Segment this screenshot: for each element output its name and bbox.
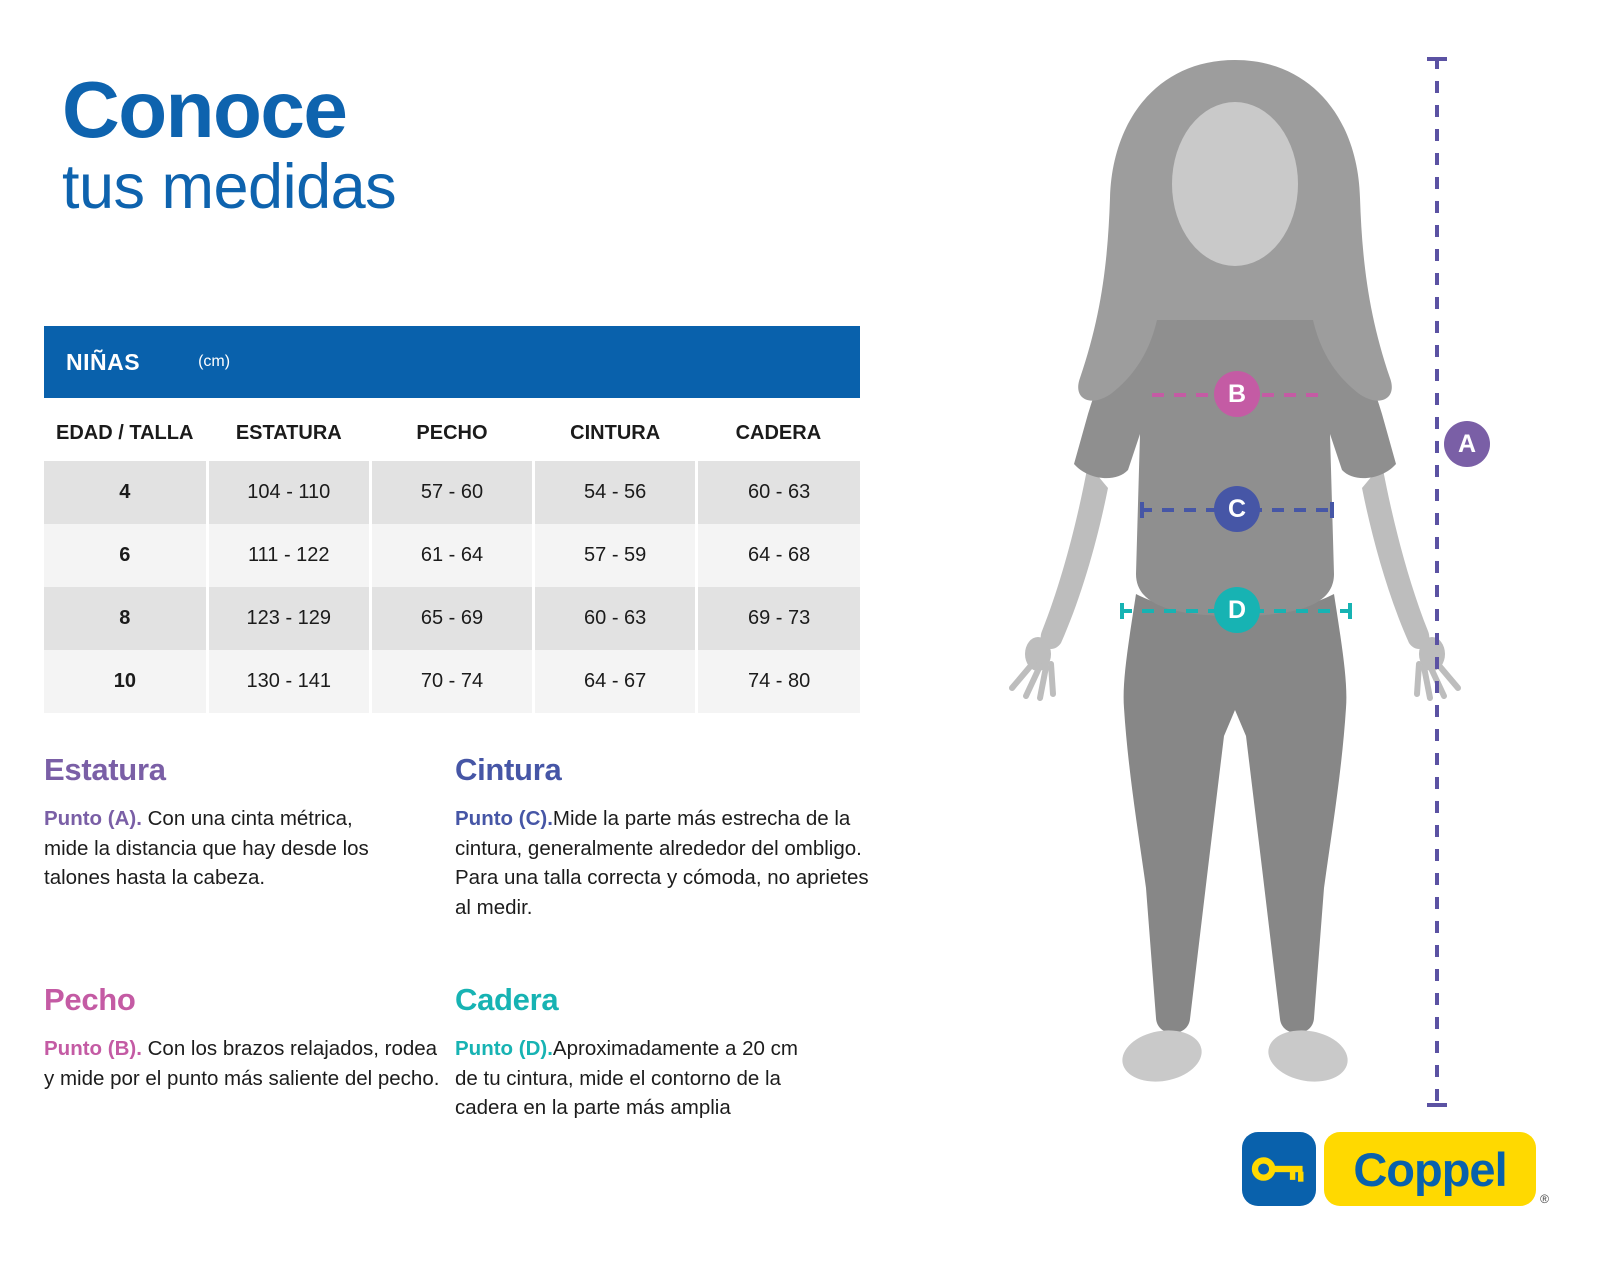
column-header-edad-talla: EDAD / TALLA [44, 398, 208, 461]
point-b-label: Punto (B). [44, 1037, 142, 1060]
column-header-cintura: CINTURA [533, 398, 697, 461]
cell-estatura: 104 - 110 [205, 461, 372, 524]
point-a-label: Punto (A). [44, 807, 142, 830]
page-title: Conoce tus medidas [62, 65, 397, 223]
column-header-pecho: PECHO [370, 398, 534, 461]
table-header-row: EDAD / TALLA ESTATURA PECHO CINTURA CADE… [44, 398, 860, 461]
section-cadera: Cadera Punto (D).Aproximadamente a 20 cm… [455, 982, 811, 1123]
section-cadera-title: Cadera [455, 982, 559, 1017]
table-row: 10 130 - 141 70 - 74 64 - 67 74 - 80 [44, 650, 860, 713]
point-d-marker: D [1214, 587, 1260, 633]
table-header-band: NIÑAS (cm) [44, 326, 860, 398]
estatura-description: Con una cinta métrica, mide la distancia… [44, 807, 369, 890]
pecho-description: Con los brazos relajados, rodea y mide p… [44, 1037, 440, 1090]
column-header-estatura: ESTATURA [207, 398, 371, 461]
table-row: 8 123 - 129 65 - 69 60 - 63 69 - 73 [44, 587, 860, 650]
table-row: 4 104 - 110 57 - 60 54 - 56 60 - 63 [44, 461, 860, 524]
cell-pecho: 57 - 60 [368, 461, 536, 524]
cell-estatura: 111 - 122 [205, 524, 372, 587]
girl-silhouette-figure [950, 46, 1520, 1156]
left-foot [1122, 1030, 1202, 1082]
coppel-wordmark: Coppel [1353, 1142, 1507, 1196]
face [1172, 102, 1298, 266]
cell-cintura: 60 - 63 [532, 587, 699, 650]
section-pecho-title: Pecho [44, 982, 136, 1017]
coppel-wordmark-box: Coppel ® [1324, 1132, 1549, 1206]
cell-talla: 8 [44, 587, 209, 650]
point-a-marker: A [1444, 421, 1490, 467]
cell-cadera: 74 - 80 [695, 650, 860, 713]
section-cintura-text: Punto (C).Mide la parte más estrecha de … [455, 804, 883, 922]
section-cadera-text: Punto (D).Aproximadamente a 20 cm de tu … [455, 1034, 811, 1123]
cell-talla: 4 [44, 461, 209, 524]
cell-cadera: 69 - 73 [695, 587, 860, 650]
group-label: NIÑAS [66, 348, 141, 375]
cell-cintura: 54 - 56 [532, 461, 699, 524]
coppel-key-box [1242, 1132, 1316, 1206]
legs [1123, 594, 1347, 1034]
cell-estatura: 130 - 141 [205, 650, 372, 713]
unit-label: (cm) [198, 353, 231, 370]
cadera-description: Aproximadamente a 20 cm de tu cintura, m… [455, 1037, 798, 1120]
line-endcap [1330, 502, 1334, 518]
key-icon [1251, 1157, 1304, 1182]
right-arm [1362, 464, 1430, 650]
cintura-description: Mide la parte más estrecha de la cintura… [455, 807, 869, 919]
point-c-label: Punto (C). [455, 807, 553, 830]
cell-cadera: 60 - 63 [695, 461, 860, 524]
cell-cintura: 64 - 67 [532, 650, 699, 713]
cell-talla: 6 [44, 524, 209, 587]
cell-cadera: 64 - 68 [695, 524, 860, 587]
line-endcap [1120, 603, 1124, 619]
cell-estatura: 123 - 129 [205, 587, 372, 650]
cell-pecho: 70 - 74 [368, 650, 536, 713]
section-estatura: Estatura Punto (A). Con una cinta métric… [44, 752, 396, 893]
right-foot [1268, 1030, 1348, 1082]
height-measure-line [1427, 57, 1447, 1107]
section-estatura-text: Punto (A). Con una cinta métrica, mide l… [44, 804, 396, 893]
left-fingers [1009, 659, 1056, 701]
cell-cintura: 57 - 59 [532, 524, 699, 587]
section-estatura-title: Estatura [44, 752, 166, 787]
coppel-logo: Coppel ® [1242, 1132, 1549, 1206]
section-cintura-title: Cintura [455, 752, 562, 787]
sizes-table: EDAD / TALLA ESTATURA PECHO CINTURA CADE… [44, 398, 860, 713]
line-endcap [1140, 502, 1144, 518]
left-arm [1040, 464, 1108, 650]
section-pecho-text: Punto (B). Con los brazos relajados, rod… [44, 1034, 444, 1093]
table-row: 6 111 - 122 61 - 64 57 - 59 64 - 68 [44, 524, 860, 587]
point-d-label: Punto (D). [455, 1037, 553, 1060]
title-line-2: tus medidas [62, 152, 397, 223]
cell-pecho: 65 - 69 [368, 587, 536, 650]
title-line-1: Conoce [62, 65, 348, 154]
shirt [1074, 288, 1396, 616]
size-table: NIÑAS (cm) EDAD / TALLA ESTATURA PECHO C… [44, 326, 860, 713]
registered-mark: ® [1540, 1192, 1549, 1206]
point-b-marker: B [1214, 371, 1260, 417]
point-c-marker: C [1214, 486, 1260, 532]
section-pecho: Pecho Punto (B). Con los brazos relajado… [44, 982, 444, 1093]
section-cintura: Cintura Punto (C).Mide la parte más estr… [455, 752, 883, 922]
girl-silhouette [1009, 60, 1461, 1082]
column-header-cadera: CADERA [696, 398, 860, 461]
cell-pecho: 61 - 64 [368, 524, 536, 587]
cell-talla: 10 [44, 650, 209, 713]
line-endcap [1348, 603, 1352, 619]
